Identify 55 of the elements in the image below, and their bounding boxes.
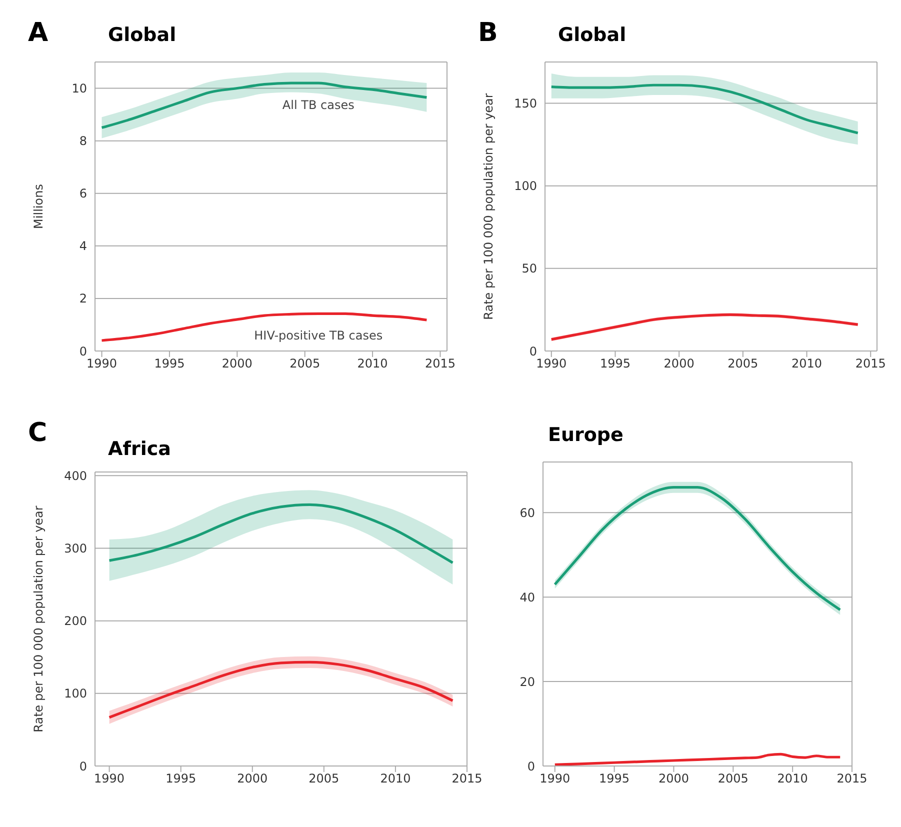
y-tick-label: 0 <box>79 344 87 358</box>
x-tick-label: 2015 <box>452 772 482 786</box>
x-tick-label: 2005 <box>718 772 748 786</box>
y-tick-label: 150 <box>514 96 537 111</box>
x-tick-label: 2010 <box>380 772 411 786</box>
y-axis-title: Rate per 100 000 population per year <box>31 506 46 732</box>
y-tick-label: 8 <box>79 134 87 148</box>
x-tick-label: 2000 <box>237 772 268 786</box>
y-tick-label: 300 <box>64 541 87 556</box>
text: A <box>28 18 48 48</box>
x-tick-label: 1990 <box>536 356 567 371</box>
series-label: HIV-positive TB cases <box>254 328 383 343</box>
y-tick-label: 0 <box>79 759 87 774</box>
y-tick-label: 100 <box>514 179 537 194</box>
x-tick-label: 2015 <box>855 356 886 371</box>
x-tick-label: 1995 <box>600 356 631 371</box>
x-tick-label: 1990 <box>86 356 118 371</box>
x-tick-label: 2015 <box>424 356 456 371</box>
y-tick-label: 10 <box>72 82 87 96</box>
x-tick-label: 1990 <box>540 772 570 786</box>
x-tick-label: 2010 <box>777 772 808 786</box>
y-tick-label: 6 <box>79 186 87 201</box>
x-tick-label: 2005 <box>290 356 320 371</box>
y-tick-label: 4 <box>79 239 87 254</box>
y-axis-title: Rate per 100 000 population per year <box>481 93 496 320</box>
chart-title: Europe <box>548 424 624 446</box>
x-tick-label: 2010 <box>791 356 822 371</box>
x-tick-label: 1995 <box>599 772 630 786</box>
y-tick-label: 60 <box>520 506 535 520</box>
x-tick-label: 1995 <box>166 772 196 786</box>
x-tick-label: 1995 <box>154 356 185 371</box>
y-tick-label: 100 <box>64 686 87 701</box>
x-tick-label: 2005 <box>308 772 340 786</box>
x-tick-label: 2010 <box>357 356 388 371</box>
y-tick-label: 200 <box>64 614 87 628</box>
x-tick-label: 1990 <box>94 772 125 786</box>
y-tick-label: 400 <box>64 468 87 483</box>
text: B <box>478 18 498 48</box>
series-label: All TB cases <box>282 98 354 112</box>
y-tick-label: 20 <box>520 674 535 689</box>
y-tick-label: 2 <box>79 292 87 306</box>
chart-title: Global <box>108 24 176 46</box>
x-tick-label: 2000 <box>664 356 694 371</box>
chart-title: Global <box>558 24 626 46</box>
y-tick-label: 0 <box>529 344 537 358</box>
y-tick-label: 0 <box>527 759 535 774</box>
y-tick-label: 40 <box>520 590 535 604</box>
y-tick-label: 50 <box>522 262 537 276</box>
y-axis-title: Millions <box>31 184 46 229</box>
x-tick-label: 2015 <box>836 772 868 786</box>
text: C <box>28 418 48 448</box>
x-tick-label: 2000 <box>658 772 690 786</box>
x-tick-label: 2005 <box>728 356 758 371</box>
x-tick-label: 2000 <box>222 356 252 371</box>
chart-title: Africa <box>108 438 171 460</box>
